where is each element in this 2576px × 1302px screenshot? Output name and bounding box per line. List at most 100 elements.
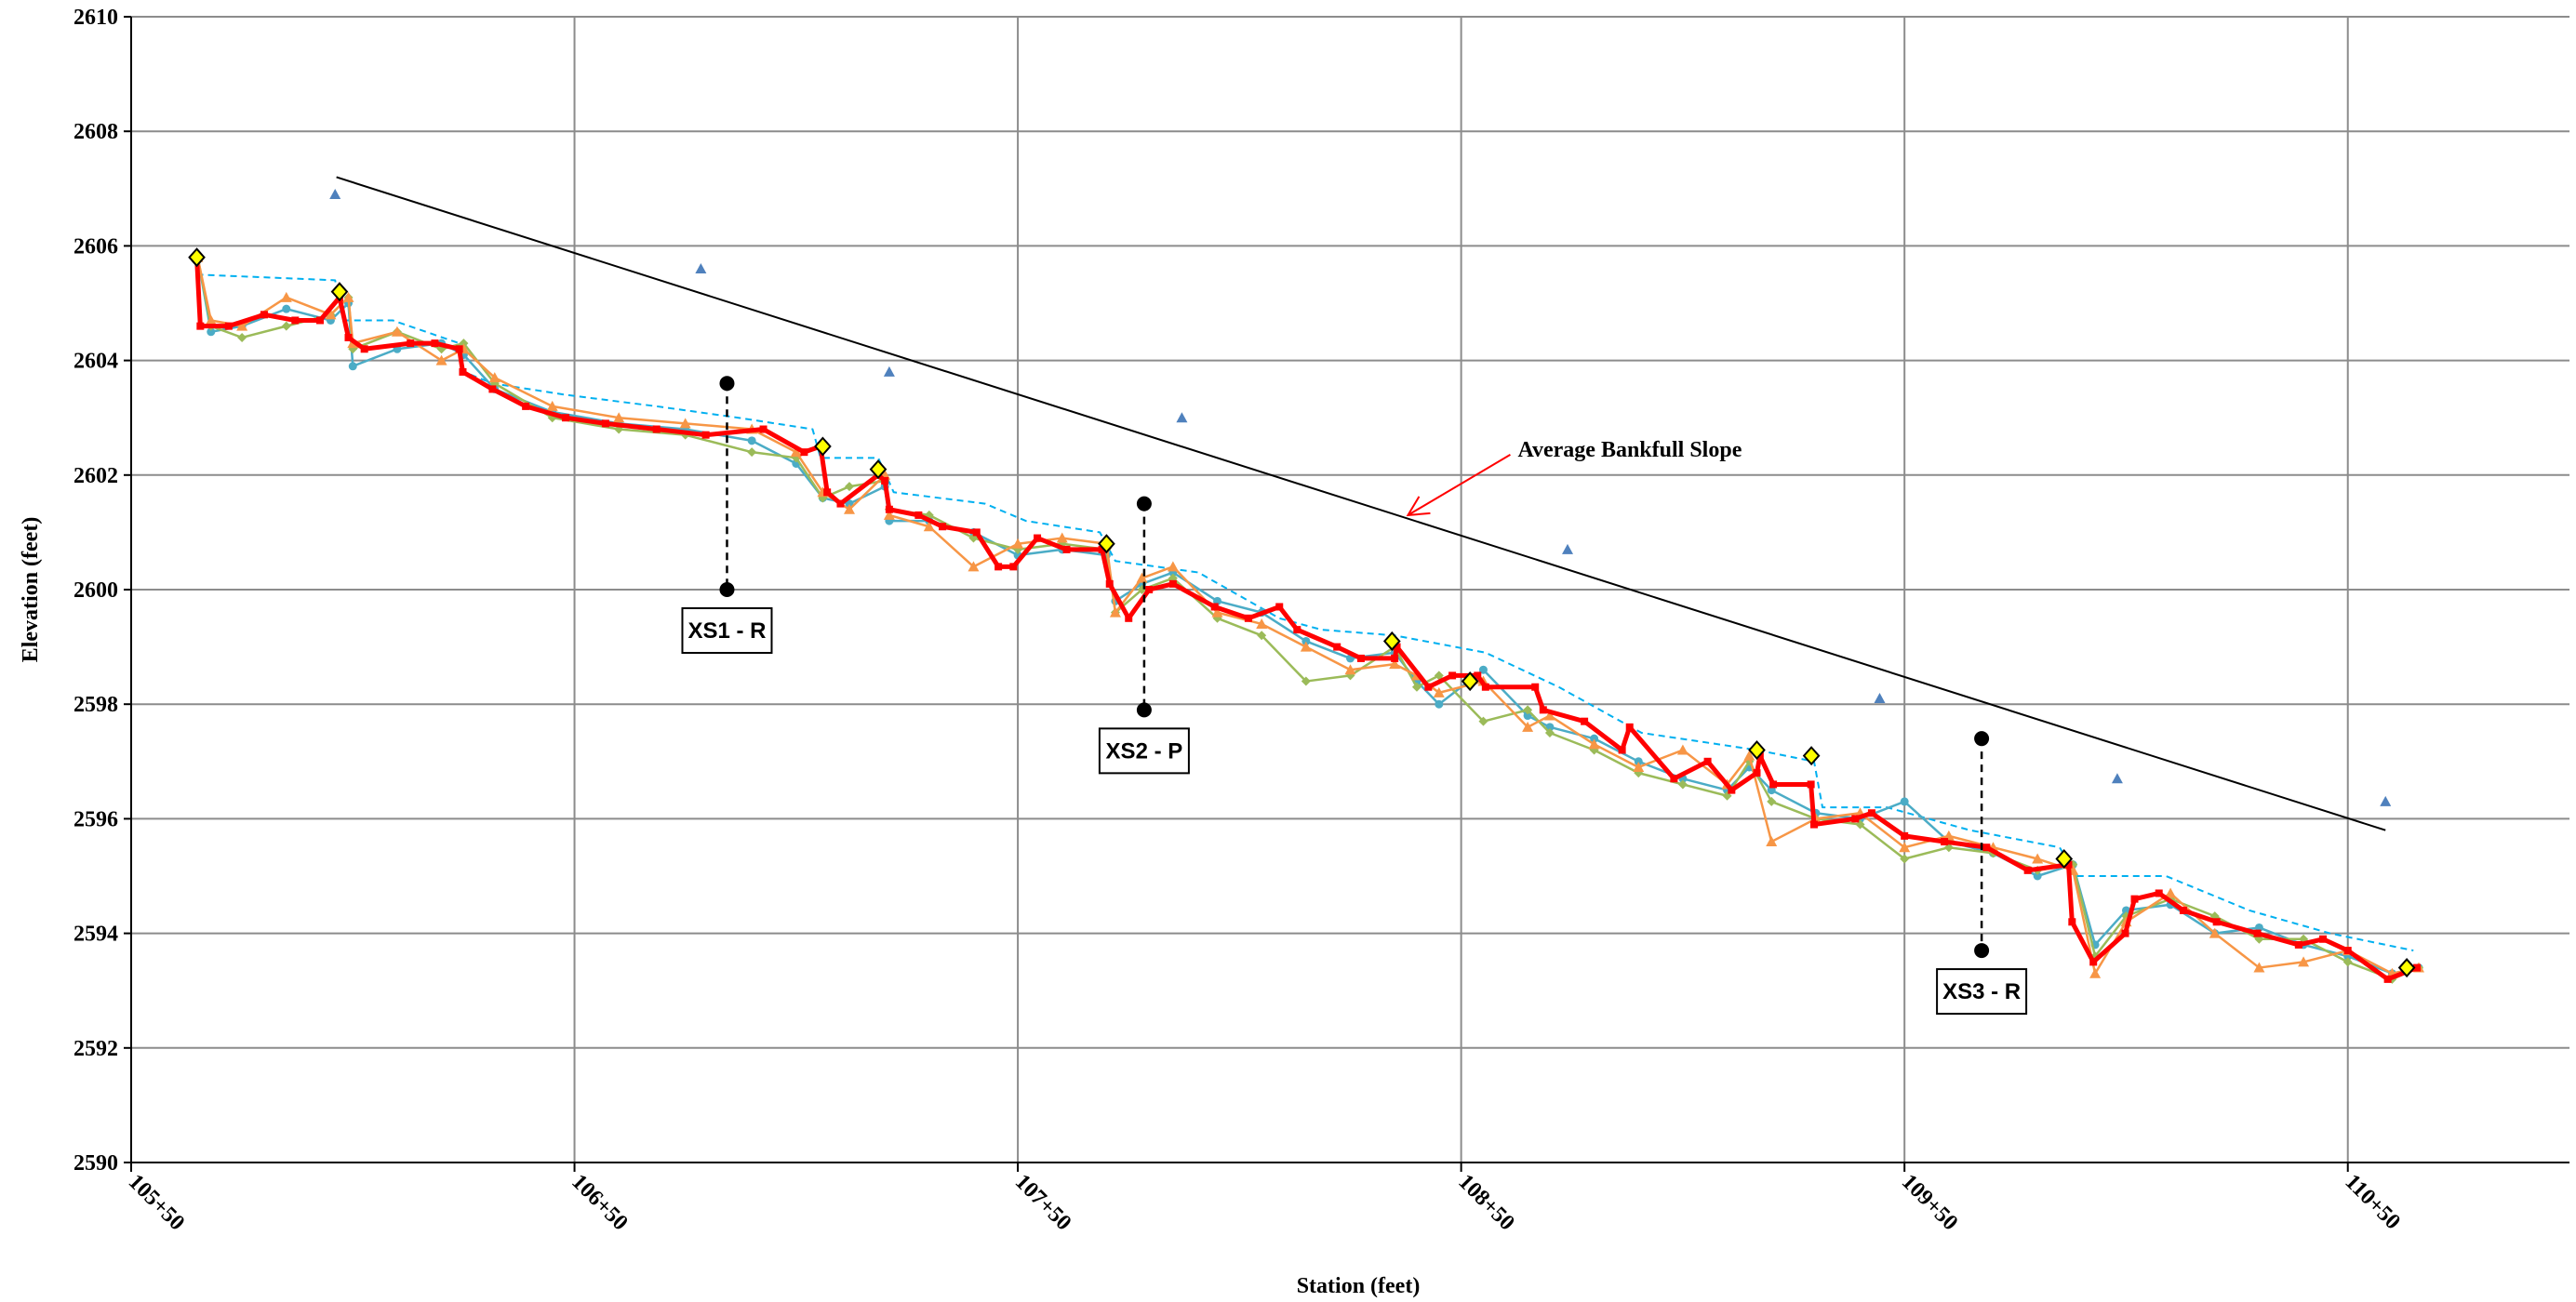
point: [1809, 820, 1818, 829]
point: [972, 528, 981, 537]
point: [1356, 654, 1365, 662]
point: [2298, 956, 2310, 967]
point: [1062, 545, 1071, 553]
point: [1676, 744, 1688, 755]
point: [1766, 836, 1778, 847]
point: [790, 446, 802, 458]
cross-section-label: XS3 - R: [1942, 979, 2021, 1004]
point: [2413, 963, 2422, 972]
point: [881, 476, 889, 485]
point: [1539, 706, 1547, 714]
point: [1523, 705, 1533, 715]
point: [237, 332, 247, 342]
point: [1769, 780, 1778, 789]
annotation-arrowhead: [1406, 496, 1431, 517]
point: [701, 431, 710, 439]
y-tick-label: 2598: [73, 693, 118, 717]
point: [431, 339, 439, 348]
point: [1434, 671, 1444, 681]
point: [2253, 929, 2262, 937]
point: [1012, 538, 1024, 549]
point: [2179, 906, 2187, 914]
point: [2294, 940, 2302, 949]
series-line: [196, 257, 2420, 975]
point: [488, 385, 497, 393]
point: [1633, 761, 1645, 772]
point: [2089, 958, 2098, 966]
point: [1435, 699, 1444, 709]
point: [883, 509, 895, 520]
point: [1461, 671, 1479, 692]
point: [1176, 412, 1188, 423]
annotation-arrow: [1407, 454, 1511, 516]
point: [260, 311, 268, 319]
point: [1941, 838, 1949, 846]
point: [1478, 716, 1488, 726]
point: [994, 563, 1003, 571]
point: [2121, 906, 2130, 915]
point: [1433, 686, 1445, 698]
point: [1802, 746, 1821, 766]
series-line: [336, 176, 2386, 831]
point: [2253, 962, 2265, 973]
point: [939, 523, 947, 531]
point: [1982, 844, 1991, 852]
y-tick-label: 2602: [73, 464, 118, 488]
point: [800, 448, 808, 457]
point: [2032, 853, 2044, 864]
point: [1389, 658, 1401, 670]
point: [695, 263, 707, 274]
point: [1393, 643, 1401, 651]
cross-section-top: [1136, 496, 1152, 512]
point: [1009, 563, 1018, 571]
cross-section-bottom: [1136, 702, 1152, 718]
point: [1481, 683, 1489, 691]
point: [1748, 739, 1766, 760]
point: [1105, 579, 1114, 588]
annotation-text: Average Bankfull Slope: [1517, 438, 1742, 462]
point: [360, 345, 368, 353]
point: [1590, 734, 1599, 743]
point: [968, 561, 980, 572]
point: [844, 503, 856, 514]
point: [836, 499, 845, 508]
point: [1867, 809, 1875, 817]
point: [291, 316, 300, 325]
point: [280, 291, 292, 302]
point: [1634, 757, 1643, 766]
point: [652, 425, 661, 433]
point: [522, 402, 530, 410]
point: [2121, 929, 2129, 937]
point: [747, 436, 756, 445]
series-line: [196, 273, 2414, 952]
point: [1901, 831, 1909, 840]
point: [236, 320, 248, 331]
point: [1531, 683, 1540, 691]
cross-section-label: XS1 - R: [687, 618, 766, 644]
x-axis-title: Station (feet): [1297, 1274, 1421, 1298]
point: [2165, 887, 2177, 898]
point: [1767, 796, 1777, 806]
point: [2033, 871, 2042, 881]
point: [1874, 693, 1886, 704]
point: [344, 333, 353, 341]
point: [455, 345, 463, 353]
point: [329, 188, 341, 199]
cross-section-bottom: [719, 582, 735, 597]
point: [1703, 757, 1712, 765]
cross-section-box: [1936, 968, 2028, 1016]
point: [1167, 561, 1179, 572]
point: [2383, 975, 2392, 983]
point: [1900, 854, 1910, 864]
point: [883, 365, 895, 377]
point: [546, 400, 558, 411]
point: [1382, 631, 1401, 651]
point: [348, 362, 357, 371]
point: [2111, 773, 2123, 784]
cross-section-box: [681, 607, 773, 654]
point: [1109, 606, 1121, 618]
point: [1625, 723, 1634, 731]
point: [1244, 614, 1252, 622]
point: [2023, 866, 2032, 874]
point: [1851, 815, 1860, 823]
